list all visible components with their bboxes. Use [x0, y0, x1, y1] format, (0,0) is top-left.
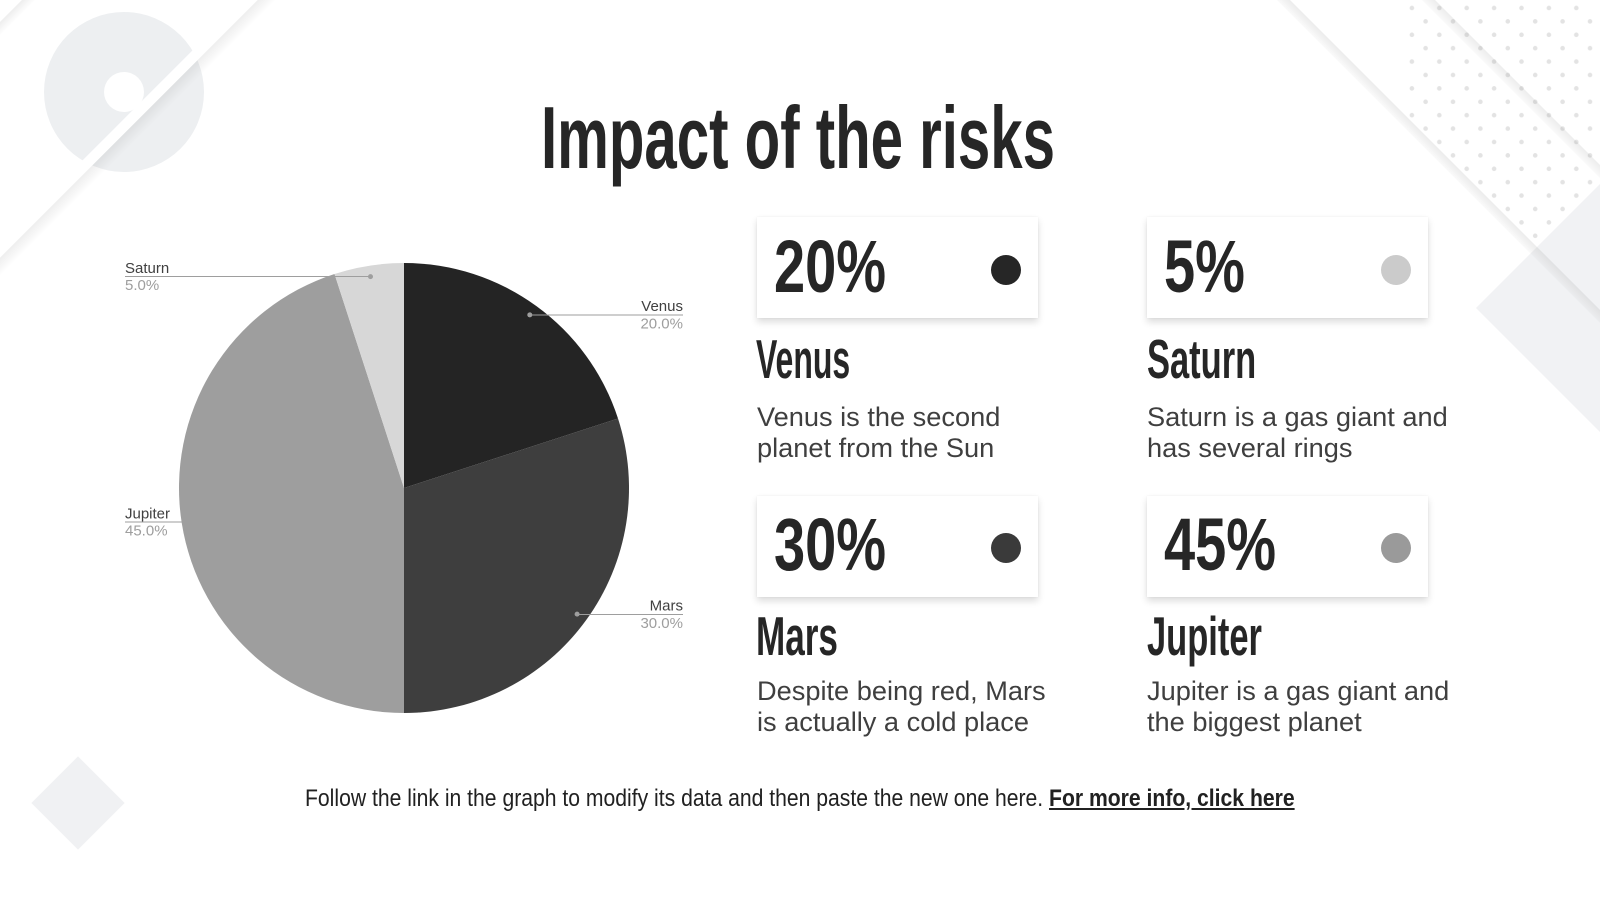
- svg-text:Mars: Mars: [650, 598, 683, 615]
- svg-text:Venus: Venus: [641, 298, 683, 315]
- svg-text:20.0%: 20.0%: [640, 316, 683, 333]
- svg-text:Jupiter: Jupiter: [125, 506, 170, 523]
- svg-text:5.0%: 5.0%: [125, 277, 159, 294]
- svg-text:30.0%: 30.0%: [640, 615, 683, 632]
- svg-text:Saturn: Saturn: [125, 260, 169, 277]
- svg-text:45.0%: 45.0%: [125, 523, 168, 540]
